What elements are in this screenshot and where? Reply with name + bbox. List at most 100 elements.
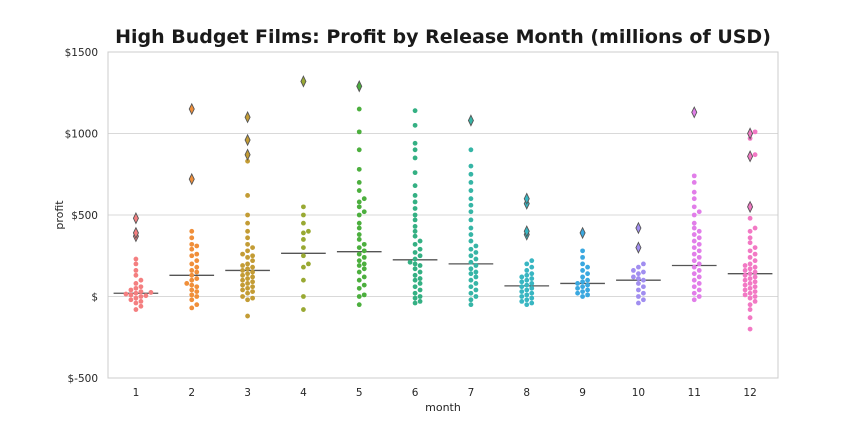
swarm-point (580, 289, 585, 295)
swarm-point (361, 248, 367, 254)
swarm-point (250, 253, 255, 259)
swarm-point (752, 225, 758, 231)
swarm-point (641, 277, 646, 283)
swarm-point (580, 254, 585, 260)
swarm-point (519, 298, 525, 304)
swarm-point (417, 287, 423, 293)
swarm-point (240, 294, 245, 299)
swarm-point (250, 279, 255, 285)
swarm-point (747, 285, 753, 291)
outlier-marker (188, 102, 195, 116)
swarm-point (529, 271, 535, 277)
outlier-marker (579, 226, 586, 240)
swarm-point (412, 266, 418, 272)
swarm-point (468, 202, 474, 208)
swarm-point (752, 274, 758, 280)
x-tick-label: 5 (356, 387, 363, 399)
swarm-point (529, 276, 535, 281)
outlier-marker (691, 106, 698, 119)
swarm-point (412, 193, 418, 198)
y-tick-label: $1000 (65, 129, 98, 141)
swarm-point (412, 206, 418, 211)
outlier-markers (132, 75, 754, 254)
swarm-point (641, 284, 646, 290)
swarm-point (468, 147, 474, 153)
swarm-point (250, 258, 255, 264)
swarm-point (468, 171, 474, 177)
outlier-marker (747, 127, 754, 140)
swarm-point (691, 251, 697, 257)
swarm-point (636, 276, 641, 281)
swarm-point (245, 290, 250, 296)
swarm-point (636, 294, 641, 299)
swarm-point (691, 196, 697, 202)
swarm-point (468, 284, 474, 290)
swarm-point (691, 277, 697, 283)
swarm-point (636, 281, 641, 286)
swarm-point (407, 259, 413, 265)
swarm-point (752, 279, 758, 285)
swarm-point (412, 224, 418, 229)
outlier-marker (188, 172, 195, 186)
swarm-point (250, 245, 255, 251)
swarm-point (585, 292, 590, 298)
swarm-point (631, 268, 636, 273)
swarm-point (356, 212, 362, 218)
swarm-point (580, 294, 585, 299)
swarm-point (691, 245, 697, 251)
swarm-point (412, 108, 418, 114)
swarm-point (580, 248, 585, 254)
swarm-point (361, 196, 367, 202)
swarm-point (301, 230, 306, 236)
outlier-marker (300, 75, 307, 88)
x-tick-label: 1 (133, 387, 140, 399)
swarm-point (747, 266, 753, 272)
x-tick-label: 6 (412, 387, 419, 399)
swarm-point (473, 274, 479, 280)
swarm-point (747, 228, 753, 234)
swarm-point (524, 272, 530, 278)
swarm-point (361, 292, 367, 298)
swarm-point (473, 287, 479, 293)
swarm-point (468, 297, 474, 303)
swarm-point (412, 290, 418, 296)
swarm-point (575, 281, 580, 286)
swarm-point (301, 220, 306, 226)
swarm-point (356, 147, 362, 153)
swarm-point (412, 155, 418, 161)
swarm-point (519, 274, 525, 280)
swarm-point (631, 274, 636, 280)
swarm-point (245, 276, 250, 281)
swarm-point (519, 289, 525, 295)
swarm-point (184, 281, 190, 286)
outlier-marker (635, 241, 642, 254)
swarm-point (468, 238, 474, 244)
swarm-point (133, 300, 139, 306)
swarm-point (194, 251, 200, 257)
swarm-point (473, 263, 479, 268)
swarm-point (529, 258, 535, 264)
swarm-point (356, 106, 362, 112)
swarm-point (245, 261, 250, 267)
swarm-point (133, 272, 139, 278)
swarm-point (189, 241, 195, 247)
swarm-point (138, 303, 144, 309)
swarm-point (696, 268, 702, 273)
swarm-point (468, 232, 474, 237)
swarm-point (519, 294, 525, 299)
x-tick-label: 8 (523, 387, 530, 399)
swarm-point (133, 295, 139, 301)
swarm-point (412, 147, 418, 153)
swarm-point (417, 269, 423, 275)
swarm-point (194, 258, 200, 264)
swarm-point (691, 220, 697, 226)
swarm-point (356, 277, 362, 283)
outlier-marker (244, 110, 251, 124)
swarm-point (301, 204, 306, 210)
swarm-point (696, 281, 702, 286)
swarm-point (752, 245, 758, 251)
swarm-point (189, 235, 195, 241)
swarm-point (524, 261, 530, 267)
swarm-point (468, 209, 474, 215)
swarm-point (240, 277, 245, 283)
